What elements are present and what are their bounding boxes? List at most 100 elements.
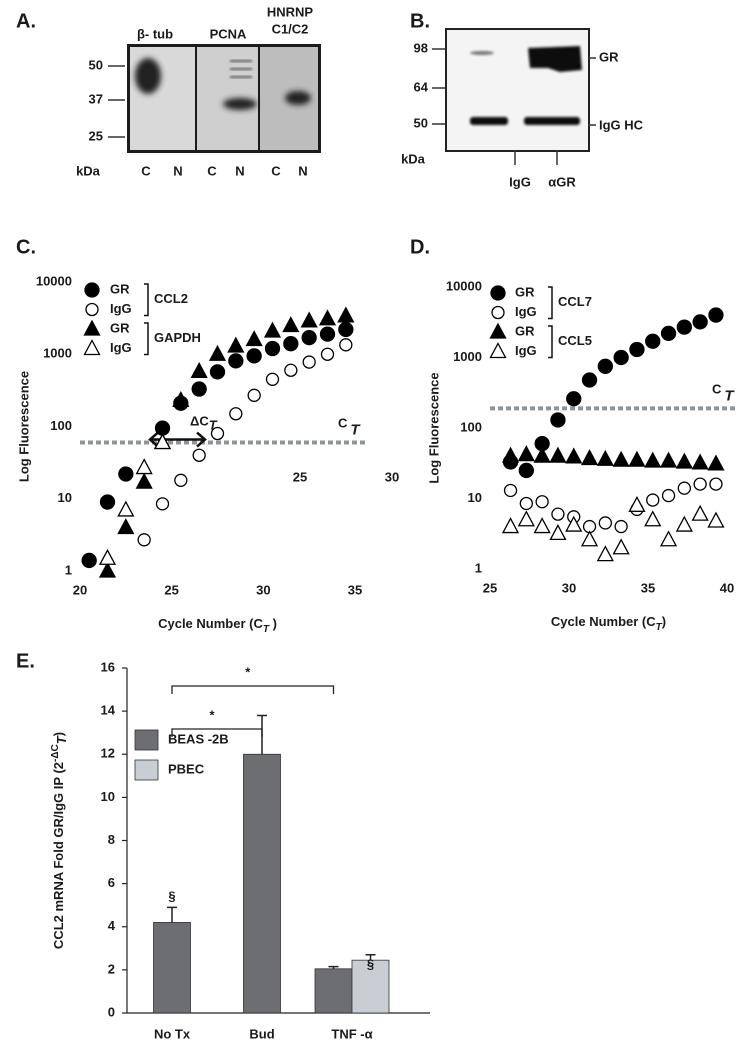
panel-label: E. bbox=[16, 650, 35, 672]
legend-label: GR bbox=[110, 281, 130, 296]
x-tick-label: 35 bbox=[348, 582, 362, 597]
point bbox=[566, 391, 582, 407]
y-tick-label: 2 bbox=[108, 961, 115, 976]
band bbox=[230, 68, 252, 70]
x-tick-label: No Tx bbox=[154, 1026, 191, 1041]
threshold-label-part: C bbox=[338, 416, 348, 431]
point bbox=[338, 321, 354, 338]
point bbox=[318, 309, 337, 326]
point bbox=[209, 364, 226, 380]
point bbox=[319, 326, 336, 342]
point bbox=[337, 306, 355, 323]
lane-label: N bbox=[173, 163, 182, 178]
error-bar bbox=[167, 906, 177, 923]
panel-label: A. bbox=[16, 10, 36, 32]
point bbox=[192, 448, 206, 462]
lane-label: C bbox=[207, 163, 217, 178]
threshold-label-part: T bbox=[350, 421, 361, 438]
point bbox=[677, 481, 691, 495]
x-tick-label: Bud bbox=[249, 1026, 274, 1041]
point bbox=[282, 316, 300, 333]
legend-label: PBEC bbox=[168, 761, 205, 776]
point bbox=[709, 477, 723, 491]
point bbox=[155, 497, 170, 511]
band-label: IgG HC bbox=[599, 117, 644, 132]
point bbox=[246, 348, 262, 364]
point bbox=[692, 314, 708, 330]
y-tick-label: 100 bbox=[50, 418, 72, 433]
point bbox=[551, 507, 565, 521]
point bbox=[283, 336, 299, 352]
y-tick-label: 8 bbox=[108, 832, 115, 847]
y-axis-label-part: -ΔC bbox=[50, 744, 61, 762]
point bbox=[263, 321, 282, 338]
y-axis-label: Log Fluorescence bbox=[16, 371, 31, 482]
band bbox=[135, 58, 161, 94]
bar bbox=[153, 922, 191, 1014]
point bbox=[503, 483, 518, 498]
legend-symbol bbox=[84, 282, 100, 298]
point bbox=[517, 445, 535, 462]
point bbox=[533, 517, 551, 534]
point bbox=[518, 462, 534, 479]
point bbox=[693, 477, 707, 491]
lane-header: β- tub bbox=[137, 26, 173, 41]
y-axis-label: CCL2 mRNA Fold GR/IgG IP (2-ΔCT) bbox=[50, 732, 70, 949]
point bbox=[645, 333, 661, 349]
y-axis-label-part: T bbox=[54, 735, 69, 744]
point bbox=[99, 494, 116, 510]
point bbox=[675, 452, 693, 469]
point bbox=[581, 372, 598, 388]
point bbox=[691, 504, 709, 521]
point bbox=[154, 420, 171, 436]
point bbox=[691, 453, 709, 470]
error-bar bbox=[365, 954, 376, 961]
legend-group: GAPDH bbox=[154, 330, 201, 345]
marker-label: 64 bbox=[414, 79, 429, 94]
point bbox=[628, 495, 646, 512]
point bbox=[302, 355, 316, 369]
band bbox=[223, 98, 257, 110]
x-axis-label-part: Cycle Number (C bbox=[158, 616, 263, 631]
point bbox=[519, 496, 533, 511]
point bbox=[675, 515, 693, 532]
lane-header: PCNA bbox=[210, 26, 247, 41]
point bbox=[644, 451, 662, 468]
point bbox=[614, 519, 628, 534]
x-axis-label: Cycle Number (CT ) bbox=[158, 616, 277, 634]
legend-symbol bbox=[491, 305, 505, 320]
point bbox=[644, 510, 662, 527]
point bbox=[708, 307, 724, 323]
legend-label: BEAS -2B bbox=[168, 731, 229, 746]
annotation: * bbox=[245, 664, 251, 679]
point bbox=[565, 515, 583, 532]
point bbox=[191, 381, 207, 397]
band bbox=[285, 91, 311, 105]
band bbox=[230, 76, 252, 78]
legend-symbol bbox=[85, 302, 99, 317]
x-axis-label-part: Cycle Number (C bbox=[551, 614, 656, 629]
legend-label: IgG bbox=[110, 301, 132, 316]
point bbox=[646, 493, 660, 507]
legend-label: IgG bbox=[515, 304, 537, 319]
point bbox=[533, 446, 551, 463]
legend-symbol bbox=[489, 342, 507, 359]
annotation: 25 bbox=[293, 469, 307, 484]
band bbox=[524, 117, 580, 125]
point bbox=[137, 533, 151, 547]
x-tick-label: 30 bbox=[562, 580, 576, 595]
point bbox=[596, 449, 614, 466]
legend-group: CCL7 bbox=[558, 294, 592, 309]
lane-label: C bbox=[271, 163, 281, 178]
x-axis-label: Cycle Number (CT) bbox=[551, 614, 666, 632]
point bbox=[210, 426, 225, 441]
y-tick-label: 1000 bbox=[453, 349, 482, 364]
y-tick-label: 1 bbox=[475, 560, 482, 575]
x-tick-label: 35 bbox=[641, 580, 655, 595]
marker-label: 37 bbox=[89, 91, 103, 106]
legend-symbol bbox=[83, 319, 101, 336]
legend-group: CCL2 bbox=[154, 291, 188, 306]
point bbox=[117, 518, 135, 535]
